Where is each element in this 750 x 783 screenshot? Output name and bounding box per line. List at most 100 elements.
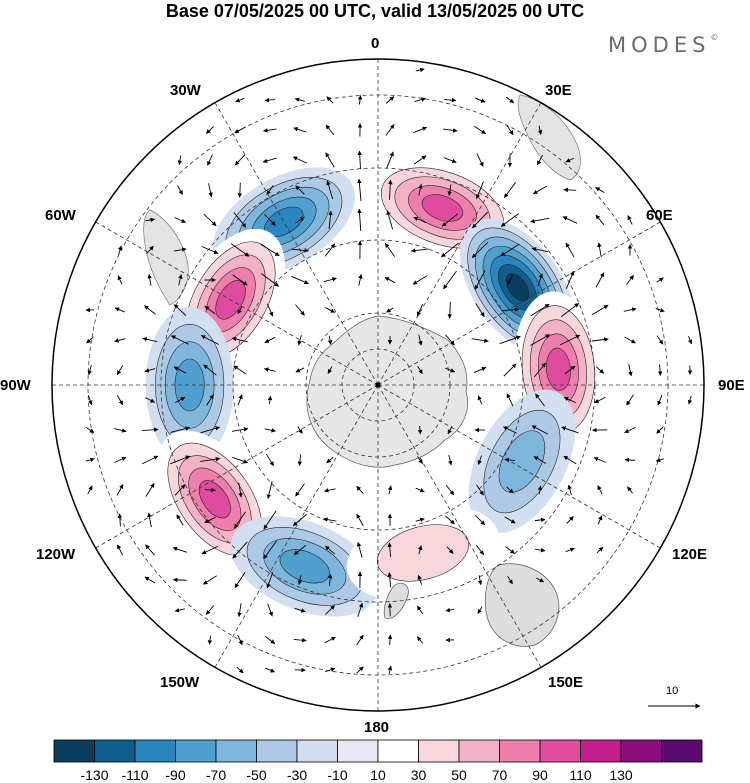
colorbar-tick-label: -70 xyxy=(205,767,227,783)
wind-vector xyxy=(473,366,487,373)
wind-vector xyxy=(297,426,303,434)
wind-vector xyxy=(356,513,364,527)
wind-vector xyxy=(357,602,364,617)
wind-vector xyxy=(177,185,183,195)
wind-vector xyxy=(417,365,423,375)
wind-vector xyxy=(597,515,603,525)
wind-vector xyxy=(441,242,459,258)
lon-label-60e: 60E xyxy=(646,207,673,224)
wind-vector xyxy=(263,128,277,133)
lon-label-60w: 60W xyxy=(45,207,76,224)
colorbar-swatch xyxy=(499,739,541,763)
wind-vector xyxy=(474,97,486,103)
wind-vector xyxy=(208,183,213,198)
wind-vector xyxy=(357,178,362,201)
wind-vector xyxy=(356,634,364,646)
wind-vector xyxy=(443,157,457,164)
wind-vector xyxy=(506,125,514,136)
lon-label-30w: 30W xyxy=(170,82,201,99)
wind-vector xyxy=(263,510,277,530)
wind-vector xyxy=(477,455,482,465)
wind-vector xyxy=(323,517,337,522)
wind-vector xyxy=(231,336,248,343)
colorbar-swatch xyxy=(377,739,419,763)
colorbar-swatch xyxy=(418,739,460,763)
wind-vector xyxy=(325,545,335,555)
wind-vector xyxy=(597,242,602,258)
wind-vector xyxy=(356,541,363,558)
wind-vector xyxy=(560,303,580,317)
wind-vector xyxy=(147,512,152,528)
modes-logo-text: MODES xyxy=(608,33,711,57)
wind-vector xyxy=(471,241,489,259)
wind-vector xyxy=(565,157,575,163)
wind-vector xyxy=(292,513,308,527)
wind-vector xyxy=(294,97,305,102)
anomaly-cell xyxy=(468,389,576,534)
wind-vector xyxy=(565,242,575,258)
wind-vector xyxy=(474,125,486,135)
wind-vector xyxy=(559,334,581,346)
wind-vector xyxy=(144,368,156,373)
lon-label-30e: 30E xyxy=(545,82,572,99)
wind-vector xyxy=(145,482,155,497)
wind-vector xyxy=(201,246,219,254)
wind-vector xyxy=(387,485,393,495)
wind-vector xyxy=(563,396,577,404)
meridian-line xyxy=(377,384,677,558)
wind-vector xyxy=(506,486,514,494)
wind-vector xyxy=(173,366,187,374)
wind-vector xyxy=(507,575,513,585)
wind-vector xyxy=(116,395,124,406)
wind-vector xyxy=(416,605,424,615)
wind-vector xyxy=(534,517,546,523)
meridian-line xyxy=(377,212,677,386)
wind-vector xyxy=(295,367,305,373)
colorbar-tick-label: -50 xyxy=(246,767,267,783)
wind-vector xyxy=(410,248,429,253)
meridian-line xyxy=(377,384,551,684)
wind-vector xyxy=(476,153,484,167)
wind-vector xyxy=(475,181,484,200)
wind-vector xyxy=(504,182,516,199)
wind-vector xyxy=(174,396,186,404)
wind-vector xyxy=(200,335,220,345)
wind-vector xyxy=(655,457,664,463)
wind-vector xyxy=(324,488,336,493)
wind-vector xyxy=(172,546,188,553)
anomaly-contour xyxy=(546,347,571,391)
wind-vector xyxy=(537,273,543,287)
lon-label-150e: 150E xyxy=(548,674,584,691)
lon-label-90e: 90E xyxy=(718,377,745,394)
lon-label-120e: 120E xyxy=(672,546,708,563)
modes-logo: MODES© xyxy=(608,33,718,57)
wind-vector xyxy=(324,667,336,673)
colorbar xyxy=(53,739,703,763)
copyright-mark: © xyxy=(710,33,719,42)
wind-vector xyxy=(474,514,486,526)
wind-vector xyxy=(687,335,693,345)
wind-vector xyxy=(530,303,550,317)
colorbar-tick-label: -110 xyxy=(121,767,149,783)
wind-vector xyxy=(627,486,633,494)
wind-vector xyxy=(231,427,249,432)
map-title: Base 07/05/2025 00 UTC, valid 13/05/2025… xyxy=(165,1,585,21)
wind-vector xyxy=(596,546,604,554)
wind-vector xyxy=(597,485,603,495)
wind-vector xyxy=(173,304,187,316)
wind-vector xyxy=(656,335,664,345)
wind-vector xyxy=(447,425,453,435)
anomaly-contour xyxy=(498,430,546,493)
wind-vector xyxy=(506,96,515,104)
wind-vector xyxy=(561,426,579,434)
wind-vector xyxy=(266,303,274,317)
wind-vector xyxy=(177,155,183,166)
wind-vector xyxy=(141,427,159,432)
wind-vector xyxy=(445,334,455,346)
wind-vector xyxy=(474,270,486,290)
wind-vector xyxy=(530,217,550,224)
wind-vector xyxy=(200,426,221,434)
wind-vector xyxy=(264,214,276,226)
wind-vector xyxy=(232,274,248,286)
wind-vector xyxy=(144,305,156,315)
